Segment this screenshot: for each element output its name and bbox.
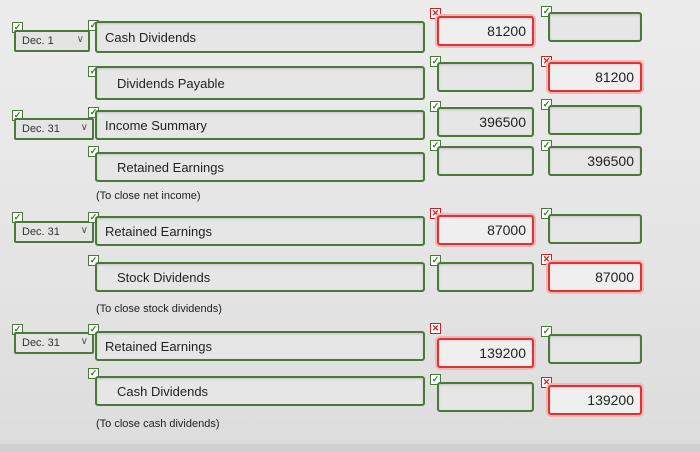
check-icon: ✓ xyxy=(430,140,441,151)
amount-text: 139200 xyxy=(587,392,634,408)
debit-account-field[interactable]: Income Summary xyxy=(95,110,425,140)
debit-amount-field[interactable] xyxy=(437,62,534,92)
credit-account-field[interactable]: Retained Earnings xyxy=(95,152,425,182)
amount-text: 87000 xyxy=(487,222,526,238)
credit-account-field[interactable]: Cash Dividends xyxy=(95,376,425,406)
credit-amount-field[interactable] xyxy=(548,214,642,244)
debit-amount-field[interactable]: 81200 xyxy=(437,16,534,46)
debit-amount-field[interactable]: 87000 xyxy=(437,215,534,245)
check-icon: ✓ xyxy=(430,101,441,112)
date-select[interactable]: Dec. 31 ∨ xyxy=(14,221,94,243)
debit-account-field[interactable]: Retained Earnings xyxy=(95,331,425,361)
x-icon: ✕ xyxy=(541,56,552,67)
check-icon: ✓ xyxy=(541,99,552,110)
check-icon: ✓ xyxy=(88,324,99,335)
chevron-down-icon: ∨ xyxy=(80,122,88,133)
check-icon: ✓ xyxy=(541,326,552,337)
credit-amount-field[interactable]: 396500 xyxy=(548,146,642,176)
amount-text: 81200 xyxy=(595,69,634,85)
date-select[interactable]: Dec. 1 ∨ xyxy=(14,30,90,52)
check-icon: ✓ xyxy=(430,56,441,67)
date-label: Dec. 31 xyxy=(22,226,60,238)
debit-amount-field[interactable] xyxy=(437,262,534,292)
x-icon: ✕ xyxy=(430,8,441,19)
amount-text: 396500 xyxy=(479,114,526,130)
account-text: Retained Earnings xyxy=(117,159,224,175)
chevron-down-icon: ∨ xyxy=(80,336,88,347)
account-text: Income Summary xyxy=(105,117,207,133)
amount-text: 396500 xyxy=(587,153,634,169)
account-text: Retained Earnings xyxy=(105,338,212,354)
debit-amount-field[interactable] xyxy=(437,146,534,176)
date-label: Dec. 1 xyxy=(22,35,54,47)
credit-amount-field[interactable] xyxy=(548,12,642,42)
debit-account-field[interactable]: Retained Earnings xyxy=(95,216,425,246)
debit-account-field[interactable]: Cash Dividends xyxy=(95,21,425,53)
credit-amount-field[interactable] xyxy=(548,334,642,364)
date-select[interactable]: Dec. 31 ∨ xyxy=(14,332,94,354)
date-label: Dec. 31 xyxy=(22,337,60,349)
check-icon: ✓ xyxy=(541,6,552,17)
debit-amount-field[interactable]: 396500 xyxy=(437,107,534,137)
date-label: Dec. 31 xyxy=(22,123,60,135)
amount-text: 139200 xyxy=(479,345,526,361)
amount-text: 81200 xyxy=(487,23,526,39)
account-text: Retained Earnings xyxy=(105,223,212,239)
check-icon: ✓ xyxy=(430,255,441,266)
account-text: Stock Dividends xyxy=(117,269,211,285)
credit-amount-field[interactable] xyxy=(548,105,642,135)
account-text: Dividends Payable xyxy=(117,75,225,91)
credit-account-field[interactable]: Stock Dividends xyxy=(95,262,425,292)
chevron-down-icon: ∨ xyxy=(80,225,88,236)
credit-amount-field[interactable]: 87000 xyxy=(548,262,642,292)
amount-text: 87000 xyxy=(595,269,634,285)
check-icon: ✓ xyxy=(430,374,441,385)
debit-amount-field[interactable] xyxy=(437,382,534,412)
x-icon: ✕ xyxy=(541,254,552,265)
check-icon: ✓ xyxy=(88,368,99,379)
credit-amount-field[interactable]: 139200 xyxy=(548,385,642,415)
entry-note: (To close cash dividends) xyxy=(96,418,220,430)
credit-amount-field[interactable]: 81200 xyxy=(548,62,642,92)
check-icon: ✓ xyxy=(88,146,99,157)
debit-amount-field[interactable]: 139200 xyxy=(437,338,534,368)
x-icon: ✕ xyxy=(541,377,552,388)
entry-note: (To close net income) xyxy=(96,190,201,202)
check-icon: ✓ xyxy=(541,140,552,151)
credit-account-field[interactable]: Dividends Payable xyxy=(95,66,425,100)
check-icon: ✓ xyxy=(88,255,99,266)
x-icon: ✕ xyxy=(430,323,441,334)
chevron-down-icon: ∨ xyxy=(76,34,84,45)
account-text: Cash Dividends xyxy=(105,29,197,45)
entry-note: (To close stock dividends) xyxy=(96,303,222,315)
x-icon: ✕ xyxy=(430,208,441,219)
page-bottom-edge xyxy=(0,444,700,452)
date-select[interactable]: Dec. 31 ∨ xyxy=(14,118,94,140)
check-icon: ✓ xyxy=(541,208,552,219)
account-text: Cash Dividends xyxy=(117,383,209,399)
